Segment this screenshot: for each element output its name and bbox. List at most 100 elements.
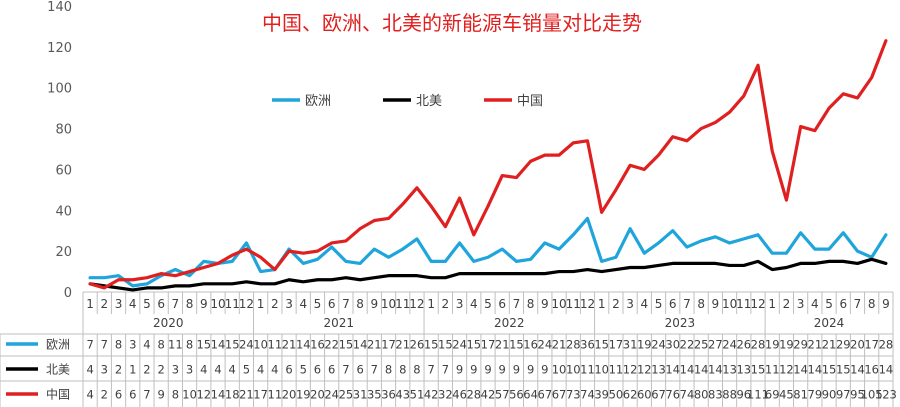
table-cell: 56 — [509, 388, 524, 402]
year-label: 2024 — [814, 316, 845, 330]
data-point — [145, 286, 149, 290]
month-tick-label: 1 — [427, 297, 435, 311]
y-tick-label: 140 — [47, 0, 72, 15]
data-point — [131, 288, 134, 292]
table-cell: 4 — [200, 363, 207, 377]
table-cell: 24 — [538, 338, 553, 352]
table-cell: 36 — [580, 338, 595, 352]
year-label: 2021 — [324, 316, 355, 330]
month-tick-label: 2 — [612, 297, 620, 311]
data-point — [415, 274, 419, 277]
table-cell: 5 — [243, 363, 250, 377]
table-cell: 12 — [637, 363, 652, 377]
data-point — [472, 272, 475, 275]
table-cell: 22 — [680, 338, 695, 352]
data-point — [543, 153, 547, 157]
data-point — [259, 256, 262, 259]
month-tick-label: 4 — [470, 297, 478, 311]
table-cell: 26 — [410, 338, 425, 352]
month-tick-label: 8 — [186, 297, 194, 311]
month-tick-label: 10 — [210, 297, 225, 311]
month-tick-label: 4 — [299, 297, 307, 311]
data-point — [643, 168, 646, 171]
data-point — [444, 225, 447, 228]
table-cell: 21 — [808, 338, 823, 352]
data-point — [557, 153, 561, 157]
table-cell: 17 — [481, 338, 496, 352]
data-point — [188, 284, 191, 288]
table-row-label: 中国 — [46, 387, 70, 402]
data-point — [699, 239, 703, 243]
data-point — [287, 249, 291, 253]
data-point — [174, 268, 177, 271]
data-point — [358, 278, 362, 281]
month-tick-label: 1 — [257, 297, 265, 311]
data-point — [771, 149, 774, 153]
table-cell: 24 — [239, 338, 254, 352]
month-tick-label: 1 — [86, 297, 94, 311]
table-cell: 8 — [385, 363, 392, 377]
data-point — [813, 247, 817, 251]
data-point — [259, 270, 262, 273]
table-cell: 97 — [836, 388, 851, 402]
table-cell: 15 — [751, 363, 766, 377]
table-cell: 60 — [637, 388, 652, 402]
table-cell: 28 — [879, 338, 894, 352]
data-point — [572, 141, 575, 145]
data-point — [444, 260, 447, 263]
table-cell: 15 — [339, 338, 354, 352]
data-point — [202, 266, 205, 269]
table-cell: 2 — [143, 363, 150, 377]
table-cell: 3 — [172, 363, 179, 377]
table-cell: 15 — [822, 363, 837, 377]
data-point — [714, 262, 717, 265]
data-point — [188, 274, 191, 277]
data-point — [472, 233, 475, 236]
table-cell: 96 — [736, 388, 751, 402]
table-cell: 25 — [339, 388, 354, 402]
data-point — [699, 127, 703, 130]
month-tick-label: 4 — [811, 297, 819, 311]
table-cell: 6 — [314, 363, 321, 377]
table-cell: 21 — [282, 338, 297, 352]
month-tick-label: 7 — [854, 297, 862, 311]
data-point — [358, 262, 362, 265]
table-cell: 105 — [861, 388, 883, 402]
data-point — [813, 262, 817, 265]
data-point — [458, 272, 461, 275]
series-2 — [88, 39, 888, 290]
legend-label: 欧洲 — [305, 94, 331, 109]
legend-label: 中国 — [517, 94, 543, 109]
table-cell: 67 — [651, 388, 666, 402]
data-point — [884, 39, 888, 42]
legend-item: 中国 — [484, 94, 543, 109]
table-cell: 14 — [211, 338, 226, 352]
month-tick-label: 11 — [395, 297, 410, 311]
table-cell: 20 — [282, 388, 297, 402]
month-tick-label: 6 — [498, 297, 506, 311]
data-point — [103, 276, 106, 279]
table-cell: 90 — [822, 388, 837, 402]
data-point — [429, 260, 433, 263]
data-point — [159, 272, 163, 275]
data-point — [756, 233, 760, 236]
data-point — [401, 202, 404, 206]
data-point — [771, 251, 774, 255]
table-cell: 8 — [413, 363, 420, 377]
data-point — [515, 176, 518, 179]
table-cell: 73 — [566, 388, 581, 402]
series-line — [88, 216, 888, 288]
table-cell: 19 — [765, 338, 780, 352]
data-point — [273, 282, 277, 286]
table-cell: 14 — [879, 363, 894, 377]
table-cell: 14 — [353, 338, 368, 352]
table-cell: 57 — [495, 388, 510, 402]
table-cell: 74 — [580, 388, 595, 402]
data-point — [600, 270, 603, 273]
data-point — [458, 196, 461, 200]
table-cell: 21 — [367, 338, 382, 352]
table-cell: 20 — [310, 388, 325, 402]
data-point — [842, 260, 845, 263]
